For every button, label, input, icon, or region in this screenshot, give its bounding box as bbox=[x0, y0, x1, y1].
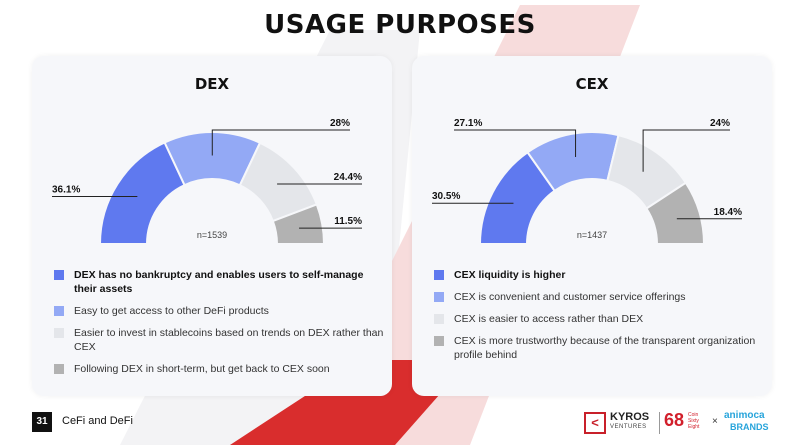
legend-swatch bbox=[54, 306, 64, 316]
coin68-sub: Coin Sixty Eight bbox=[688, 412, 700, 430]
sample-size-label: n=1437 bbox=[577, 230, 607, 240]
legend-item: Easier to invest in stablecoins based on… bbox=[54, 326, 384, 354]
leader-line-2 bbox=[454, 129, 577, 158]
legend-swatch bbox=[54, 364, 64, 374]
data-label-3: 24% bbox=[710, 118, 730, 129]
data-label-4: 11.5% bbox=[334, 216, 362, 227]
legend-item: Following DEX in short-term, but get bac… bbox=[54, 362, 384, 376]
dex-panel: DEX 36.1% 28% 24.4% 11.5% n=1539 DEX has no … bbox=[32, 56, 392, 396]
data-label-4: 18.4% bbox=[714, 207, 742, 218]
data-label-3: 24.4% bbox=[334, 172, 362, 183]
data-label-1: 30.5% bbox=[432, 191, 460, 202]
legend-label: Easy to get access to other DeFi product… bbox=[74, 305, 269, 317]
page-title: USAGE PURPOSES bbox=[264, 10, 536, 40]
leader-line-2 bbox=[211, 129, 350, 156]
kyros-sub: VENTURES bbox=[610, 424, 647, 430]
legend-swatch bbox=[54, 270, 64, 280]
legend-swatch bbox=[434, 292, 444, 302]
legend-swatch bbox=[434, 314, 444, 324]
legend-label: CEX liquidity is higher bbox=[454, 269, 566, 281]
cex-chart-title: CEX bbox=[575, 75, 609, 93]
donut-segment-4 bbox=[271, 203, 326, 245]
legend-item: Easy to get access to other DeFi product… bbox=[54, 304, 384, 318]
page-number: 31 bbox=[32, 412, 52, 432]
donut-segment-4 bbox=[645, 181, 706, 245]
leader-line-3 bbox=[642, 129, 730, 172]
legend-swatch bbox=[434, 270, 444, 280]
cex-donut-chart: 30.5% 27.1% 24% 18.4% n=1437 bbox=[432, 118, 742, 245]
legend-item: CEX is easier to access rather than DEX bbox=[434, 312, 764, 326]
kyros-logo-icon: < bbox=[584, 412, 606, 434]
animoca-logo: animoca bbox=[724, 410, 765, 421]
section-label: CeFi and DeFi bbox=[62, 415, 133, 427]
brand-logos: < KYROS VENTURES 68 Coin Sixty Eight × a… bbox=[584, 410, 784, 436]
legend-label: Easier to invest in stablecoins based on… bbox=[74, 327, 384, 353]
data-label-2: 28% bbox=[330, 118, 350, 129]
legend-label: DEX has no bankruptcy and enables users … bbox=[74, 269, 364, 295]
dex-legend: DEX has no bankruptcy and enables users … bbox=[54, 268, 384, 384]
legend-item: CEX is more trustworthy because of the t… bbox=[434, 334, 764, 362]
legend-item: CEX is convenient and customer service o… bbox=[434, 290, 764, 304]
legend-label: Following DEX in short-term, but get bac… bbox=[74, 363, 330, 375]
data-label-1: 36.1% bbox=[52, 184, 80, 195]
dex-donut-chart: 36.1% 28% 24.4% 11.5% n=1539 bbox=[52, 118, 362, 245]
brand-times: × bbox=[712, 416, 718, 427]
legend-item: CEX liquidity is higher bbox=[434, 268, 764, 282]
animoca-sub: BRANDS bbox=[730, 422, 769, 432]
sample-size-label: n=1539 bbox=[197, 230, 227, 240]
data-label-2: 27.1% bbox=[454, 118, 482, 129]
legend-swatch bbox=[434, 336, 444, 346]
cex-legend: CEX liquidity is higher CEX is convenient… bbox=[434, 268, 764, 370]
kyros-name: KYROS bbox=[610, 411, 650, 423]
legend-item: DEX has no bankruptcy and enables users … bbox=[54, 268, 384, 296]
legend-label: CEX is convenient and customer service o… bbox=[454, 291, 686, 303]
legend-label: CEX is easier to access rather than DEX bbox=[454, 313, 644, 325]
coin68-logo: 68 bbox=[664, 410, 685, 430]
legend-swatch bbox=[54, 328, 64, 338]
brand-divider bbox=[659, 412, 660, 434]
dex-chart-title: DEX bbox=[194, 75, 230, 93]
legend-label: CEX is more trustworthy because of the t… bbox=[454, 335, 756, 361]
cex-panel: CEX 30.5% 27.1% 24% 18.4% n=1437 CEX liquidi… bbox=[412, 56, 772, 396]
